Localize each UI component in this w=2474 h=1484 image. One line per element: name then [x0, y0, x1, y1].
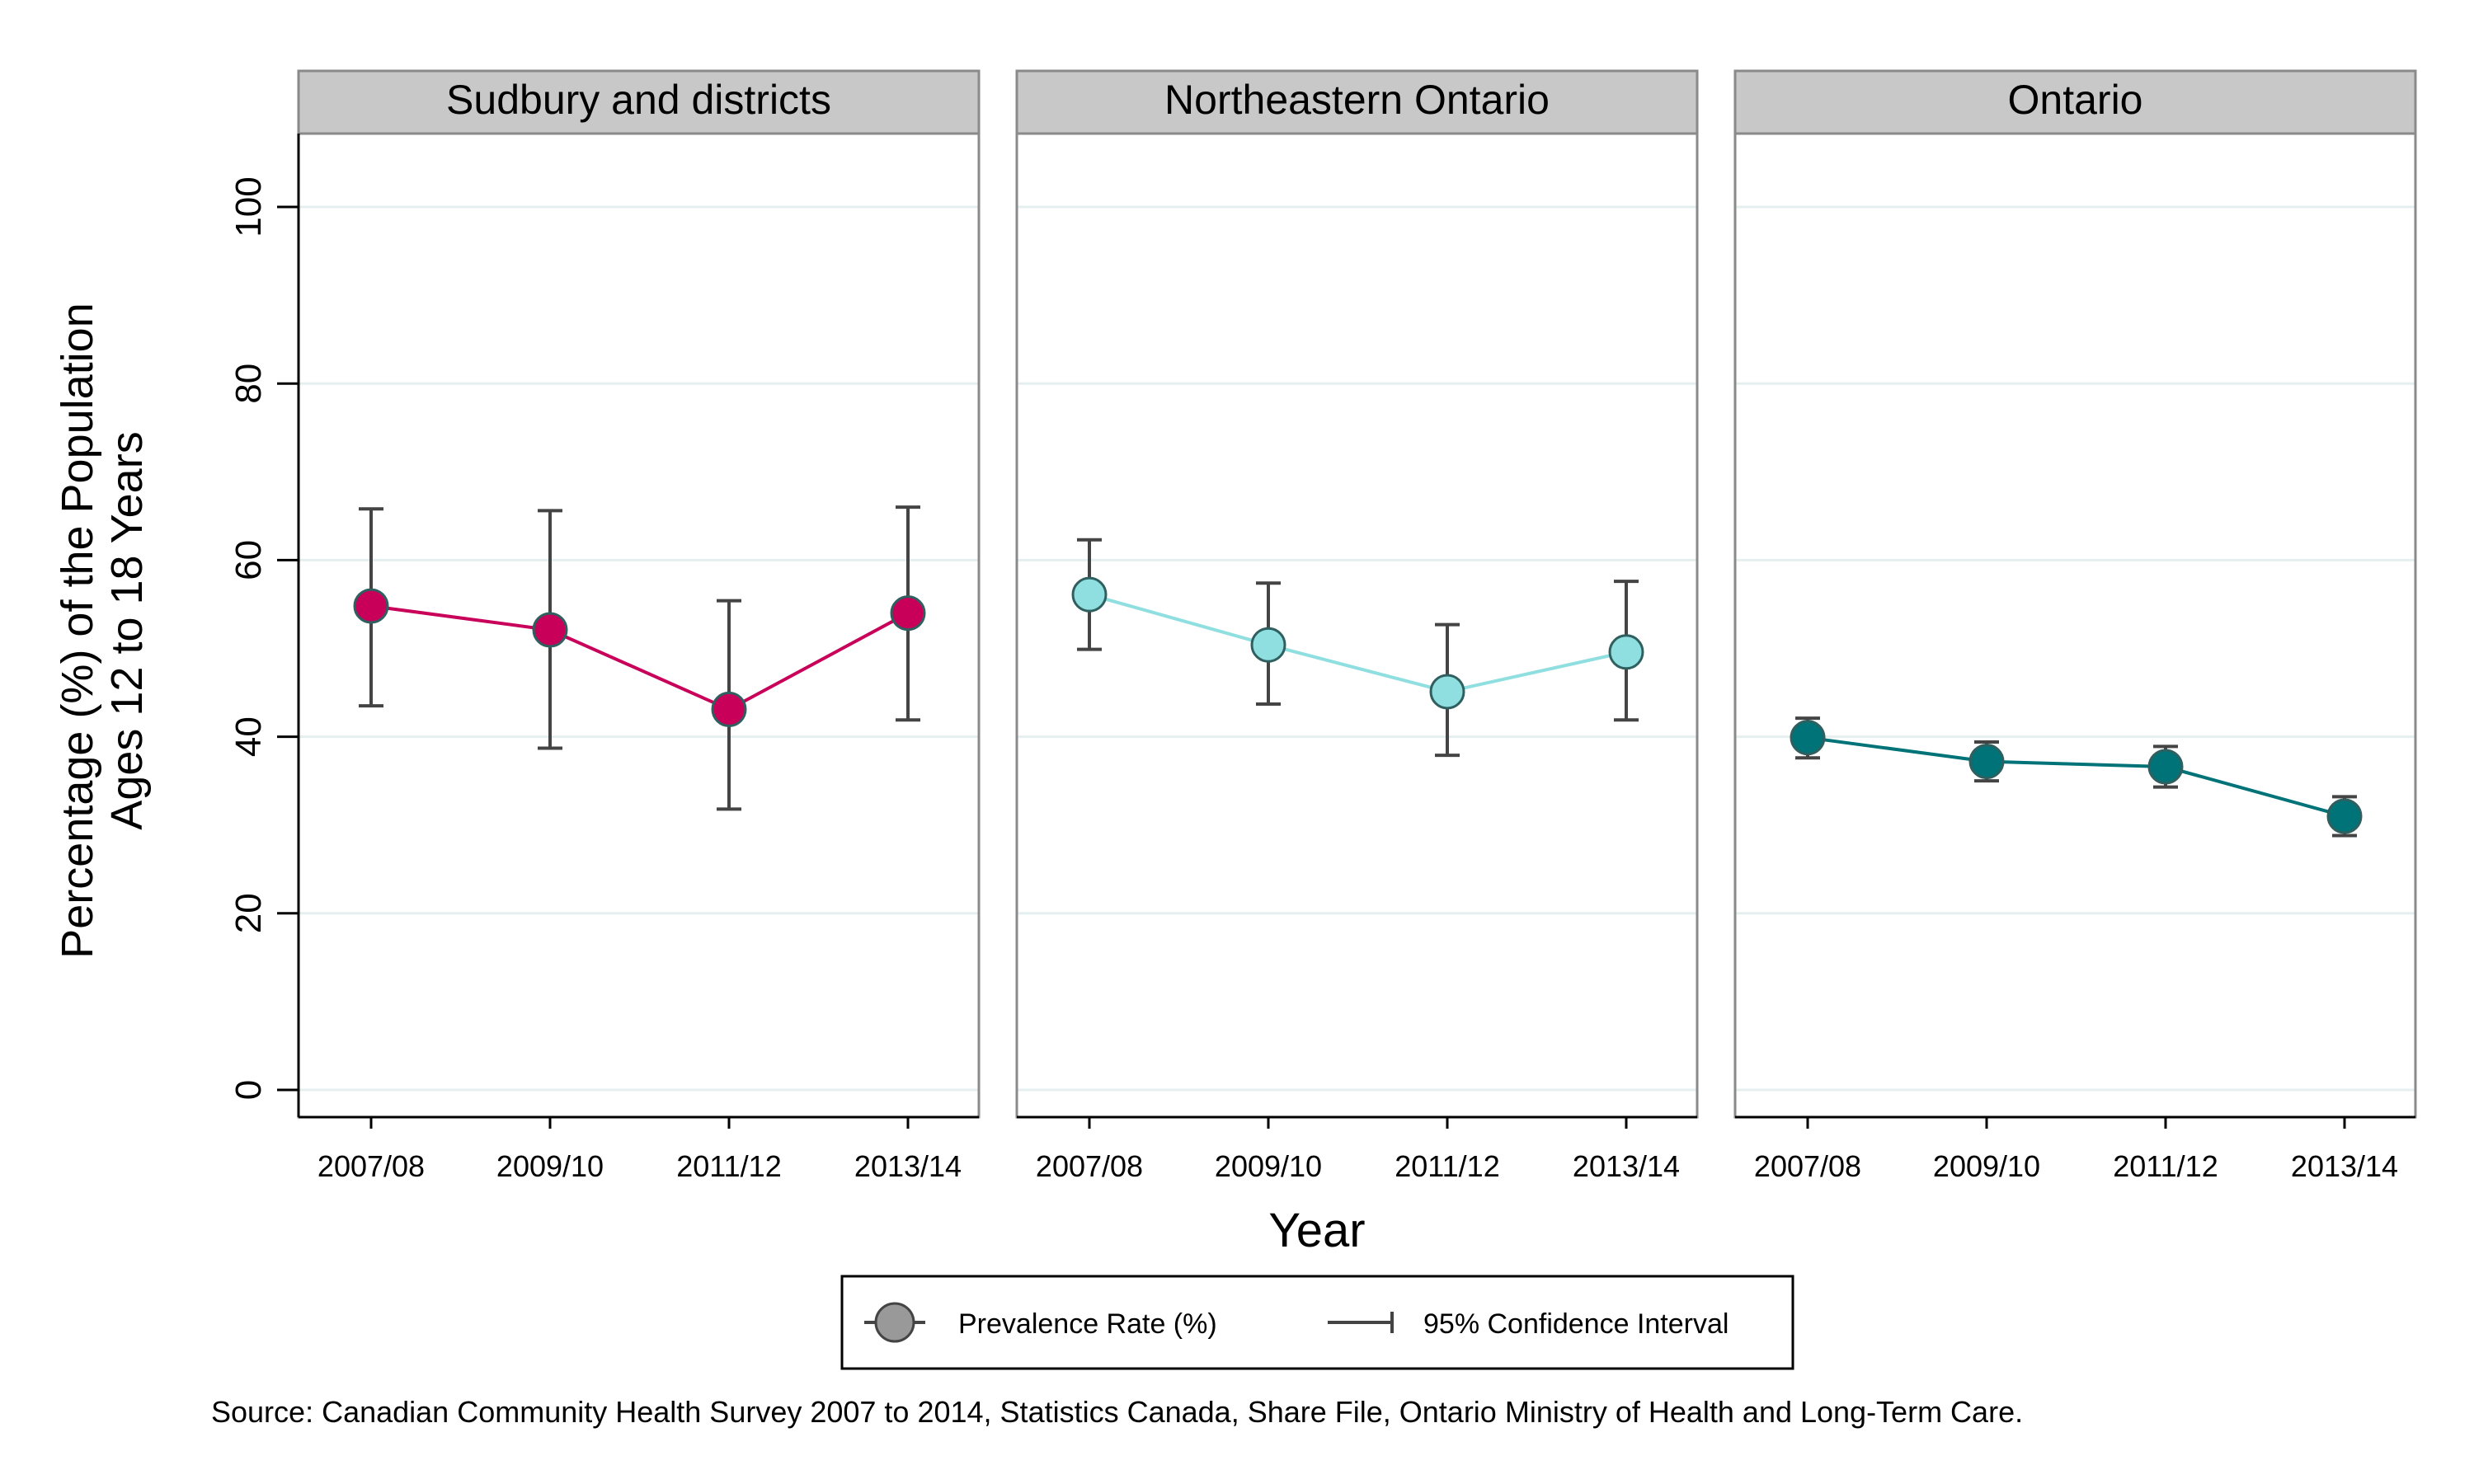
- y-tick-label: 0: [228, 1080, 269, 1100]
- data-point: [1250, 627, 1286, 663]
- y-axis-ticks: 0 20 40 60 80 100: [228, 134, 300, 1117]
- panel-strip: [1015, 69, 1699, 135]
- series-line: [1807, 735, 2345, 818]
- plot-area: [1017, 134, 1697, 1117]
- chart-panels: Sudbury and districts 2007/08 2009/10 2011/…: [297, 69, 2417, 1183]
- plot-area: [1735, 134, 2415, 1117]
- legend-item-ci: 95% Confidence Interval: [1423, 1308, 1729, 1340]
- y-tick-label: 100: [228, 176, 269, 237]
- data-point: [2326, 798, 2363, 834]
- panel-1: Sudbury and districts 2007/08 2009/10 2011/…: [297, 69, 981, 1183]
- data-point: [711, 691, 747, 727]
- data-point: [1790, 720, 1826, 756]
- x-axis-label: Year: [1268, 1204, 1365, 1257]
- data-point: [353, 588, 389, 624]
- series-line: [370, 604, 909, 711]
- y-axis: 0 20 40 60 80 100 Percentage (%) of the Popul…: [53, 134, 300, 1117]
- panel-3: Ontario 2007/08 2009/10 2011/12 2013/14: [1733, 69, 2417, 1183]
- source-note: Source: Canadian Community Health Survey…: [211, 1395, 2024, 1429]
- data-point: [1071, 576, 1108, 613]
- data-point: [1968, 744, 2005, 780]
- panel-title: Ontario: [2008, 77, 2143, 123]
- y-axis-label-line-2: Ages 12 to 18 Years: [102, 431, 152, 829]
- legend-prevalence-marker: [874, 1302, 915, 1343]
- x-tick-label: 2007/08: [1036, 1149, 1143, 1183]
- x-tick-label: 2013/14: [2291, 1149, 2398, 1183]
- data-point: [890, 595, 926, 632]
- x-tick-label: 2009/10: [1933, 1149, 2040, 1183]
- legend-item-prevalence: Prevalence Rate (%): [958, 1308, 1217, 1340]
- data-point: [1429, 674, 1465, 710]
- data-point: [2147, 749, 2184, 785]
- x-tick-label: 2011/12: [2113, 1149, 2218, 1183]
- x-tick-label: 2013/14: [1573, 1149, 1680, 1183]
- x-tick-label: 2011/12: [1395, 1149, 1499, 1183]
- legend-box: [840, 1275, 1794, 1370]
- x-tick-label: 2013/14: [854, 1149, 962, 1183]
- y-tick-label: 20: [228, 893, 269, 933]
- x-tick-label: 2011/12: [676, 1149, 781, 1183]
- y-tick-label: 80: [228, 364, 269, 404]
- legend: Prevalence Rate (%) 95% Confidence Inter…: [840, 1275, 1794, 1370]
- x-tick-label: 2007/08: [1754, 1149, 1861, 1183]
- y-axis-label-line-1: Percentage (%) of the Population: [53, 303, 102, 959]
- x-tick-label: 2009/10: [1215, 1149, 1322, 1183]
- panel-title: Sudbury and districts: [446, 77, 831, 123]
- panel-strip: [297, 69, 981, 135]
- plot-area: [299, 134, 979, 1117]
- y-tick-label: 40: [228, 716, 269, 757]
- panel-strip: [1733, 69, 2417, 135]
- y-tick-label: 60: [228, 540, 269, 580]
- x-tick-label: 2007/08: [317, 1149, 425, 1183]
- panel-title: Northeastern Ontario: [1164, 77, 1550, 123]
- data-point: [1608, 634, 1644, 670]
- panel-2: Northeastern Ontario 2007/08 2009/10 2011/1…: [1015, 69, 1699, 1183]
- series-line: [1089, 593, 1627, 694]
- data-point: [532, 612, 568, 648]
- x-tick-label: 2009/10: [496, 1149, 604, 1183]
